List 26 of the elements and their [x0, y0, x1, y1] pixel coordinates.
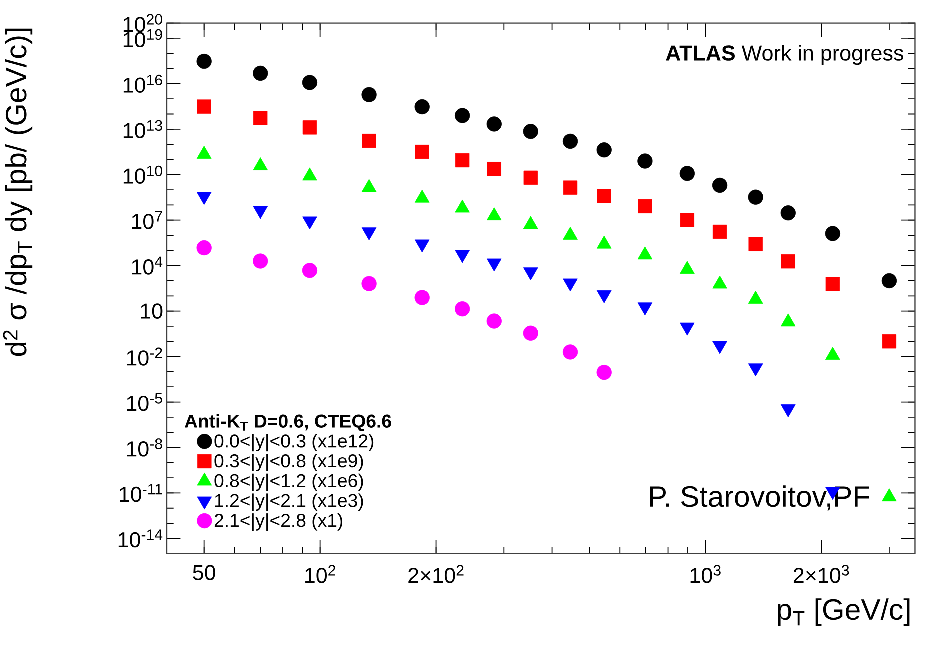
y-tick-label: 10$^{-2}$: [127, 348, 162, 366]
x-tick-label: 10$^{2}$: [306, 565, 336, 584]
legend-label: 2.1<|y|<2.8 (x1): [214, 514, 343, 532]
annotation: P. Starovoitov,PF: [650, 486, 870, 511]
legend-label: 0.0<|y|<0.3 (x1e12): [214, 434, 374, 452]
y-tick-label: 10$^{4}$: [132, 256, 163, 275]
y-tick-label: 10$^{-8}$: [127, 438, 162, 457]
x-axis-title: p$_{T}$ [GeV/c]: [778, 598, 910, 626]
legend-label: 0.8<|y|<1.2 (x1e6): [214, 474, 364, 492]
y-tick-label: 10$^{-11}$: [120, 484, 162, 502]
y-tick-label: 10$^{10}$: [124, 166, 162, 184]
x-tick-label: 10$^{3}$: [690, 565, 721, 584]
legend-title: Anti-K$_{T}$ D=0.6, CTEQ6.6: [184, 414, 392, 432]
y-tick-label: 10$^{-14}$: [118, 530, 163, 548]
annotation: ATLAS Work in progress: [666, 45, 904, 66]
x-tick-label: 2×10$^{2}$: [408, 565, 464, 584]
y-tick-label: 10$^{13}$: [124, 120, 162, 139]
x-tick-label: 50: [193, 565, 216, 580]
x-tick-label: 2×10$^{3}$: [794, 565, 850, 584]
legend-label: 0.3<|y|<0.8 (x1e9): [214, 454, 364, 472]
legend-label: 1.2<|y|<2.1 (x1e3): [215, 494, 364, 512]
y-tick-label: 10$^{-5}$: [127, 393, 162, 412]
y-tick-label: 10$^{16}$: [124, 74, 162, 94]
y-axis-title: d$^{2}$ σ /dp$_{T}$ dy [pb/ (GeV/c)]: [3, 28, 33, 356]
y-tick-label: 10$^{7}$: [132, 211, 162, 230]
y-tick-label: 10: [141, 304, 163, 320]
